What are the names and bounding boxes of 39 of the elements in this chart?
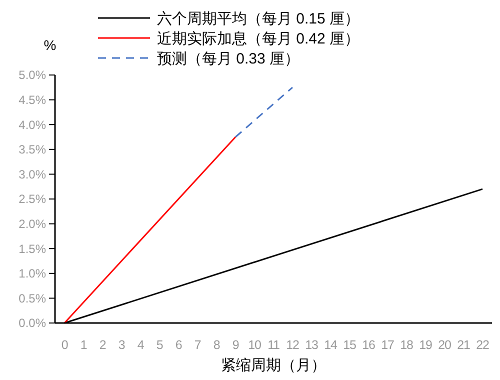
y-tick-label: 4.5% [18,93,46,107]
y-tick-label: 2.5% [18,192,46,206]
x-tick-label: 2 [99,338,106,352]
legend-label: 六个周期平均（每月 0.15 厘） [157,10,360,28]
x-tick-label: 9 [232,338,240,352]
y-tick-label: 1.0% [18,266,46,281]
y-tick-label: 0.0% [18,316,46,330]
x-tick-label: 21 [457,338,470,352]
x-tick-label: 15 [343,338,356,352]
x-tick-label: 18 [400,338,414,352]
y-tick-label: 4.0% [18,118,46,132]
x-tick-label: 11 [268,338,280,352]
y-tick-label: 3.5% [18,142,46,157]
x-tick-label: 6 [175,338,182,352]
legend-label: 近期实际加息（每月 0.42 厘） [157,30,360,48]
y-tick-label: 1.5% [18,242,46,256]
x-tick-label: 3 [118,338,126,352]
y-axis-title: % [44,37,56,53]
x-tick-label: 19 [419,338,432,352]
x-tick-label: 22 [476,338,490,352]
x-tick-label: 8 [213,338,220,352]
legend-label: 预测（每月 0.33 厘） [157,50,300,68]
x-tick-label: 16 [362,338,376,352]
y-tick-label: 0.5% [18,291,46,306]
x-tick-label: 1 [80,338,88,352]
x-tick-label: 0 [61,338,68,352]
x-tick-label: 12 [286,338,300,352]
x-tick-label: 13 [305,338,318,352]
x-tick-label: 14 [324,338,338,352]
x-tick-label: 20 [438,338,452,352]
y-tick-label: 2.0% [18,217,46,231]
x-tick-label: 10 [248,338,262,352]
x-tick-label: 17 [381,338,394,352]
x-tick-label: 7 [194,338,202,352]
x-axis-title: 紧缩周期（月） [221,357,326,374]
y-tick-label: 3.0% [18,167,46,182]
x-tick-label: 5 [156,338,164,352]
y-tick-label: 5.0% [18,68,46,82]
x-tick-label: 4 [137,338,144,352]
